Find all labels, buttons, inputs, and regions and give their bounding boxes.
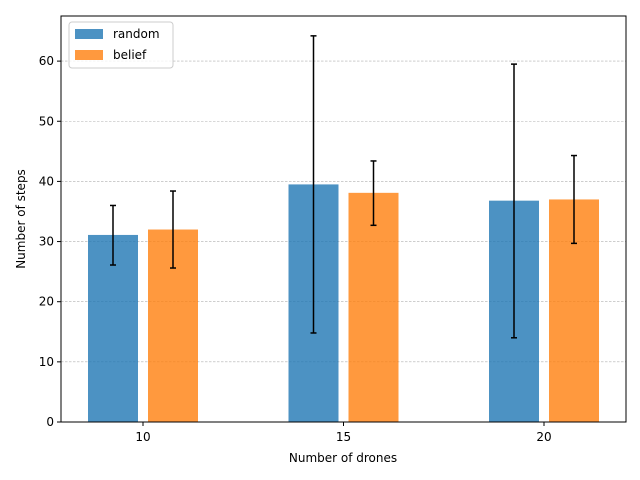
x-tick-label: 10 bbox=[135, 430, 150, 444]
bar-belief-15 bbox=[348, 192, 399, 422]
y-tick-label: 20 bbox=[39, 295, 54, 309]
x-tick-label: 15 bbox=[336, 430, 351, 444]
legend: random belief bbox=[68, 21, 174, 69]
y-axis-label: Number of steps bbox=[14, 169, 28, 269]
x-tick-label: 20 bbox=[536, 430, 551, 444]
y-tick-label: 40 bbox=[39, 174, 54, 188]
legend-swatch-random bbox=[75, 29, 103, 39]
x-axis-label: Number of drones bbox=[289, 451, 397, 465]
y-tick-label: 60 bbox=[39, 54, 54, 68]
bar-random-10 bbox=[88, 234, 138, 422]
legend-swatch-belief bbox=[75, 50, 103, 60]
error-bars-layer bbox=[110, 35, 577, 339]
y-tick-label: 0 bbox=[46, 415, 54, 429]
legend-label-random: random bbox=[113, 27, 160, 41]
legend-label-belief: belief bbox=[113, 48, 147, 62]
y-tick-label: 30 bbox=[39, 235, 54, 249]
y-axis-ticks: 0 10 20 30 40 50 60 bbox=[39, 54, 61, 429]
plot-background bbox=[61, 16, 626, 422]
y-tick-label: 10 bbox=[39, 355, 54, 369]
x-axis-ticks: 10 15 20 bbox=[135, 422, 552, 444]
y-tick-label: 50 bbox=[39, 114, 54, 128]
